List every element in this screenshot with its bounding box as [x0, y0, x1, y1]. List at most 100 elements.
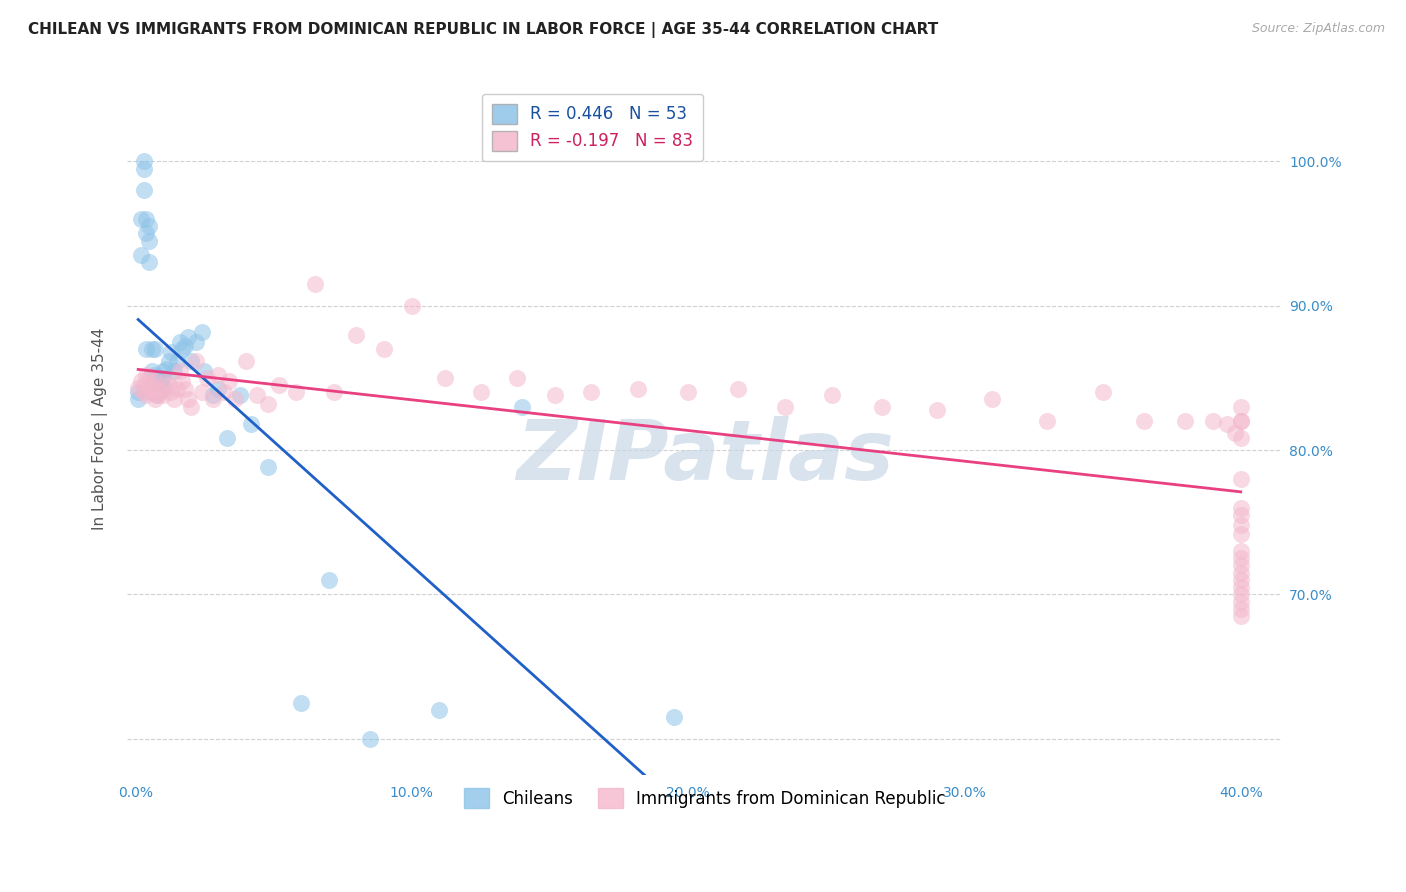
Point	[132, 154, 155, 169]
Point	[166, 353, 188, 368]
Point	[1091, 385, 1114, 400]
Point	[323, 385, 346, 400]
Point	[229, 388, 252, 402]
Point	[246, 388, 269, 402]
Point	[510, 400, 533, 414]
Point	[186, 353, 208, 368]
Point	[141, 385, 163, 400]
Point	[207, 383, 229, 397]
Point	[132, 183, 155, 197]
Point	[138, 234, 160, 248]
Point	[1229, 573, 1251, 587]
Point	[201, 388, 224, 402]
Text: CHILEAN VS IMMIGRANTS FROM DOMINICAN REPUBLIC IN LABOR FORCE | AGE 35-44 CORRELA: CHILEAN VS IMMIGRANTS FROM DOMINICAN REP…	[28, 22, 938, 38]
Point	[169, 334, 191, 349]
Point	[257, 397, 280, 411]
Point	[157, 353, 180, 368]
Point	[141, 378, 163, 392]
Legend: Chileans, Immigrants from Dominican Republic: Chileans, Immigrants from Dominican Repu…	[457, 781, 952, 815]
Point	[304, 277, 326, 291]
Point	[1133, 414, 1156, 428]
Point	[215, 432, 238, 446]
Point	[146, 381, 169, 395]
Point	[143, 374, 166, 388]
Point	[676, 385, 699, 400]
Point	[1229, 414, 1251, 428]
Point	[177, 330, 200, 344]
Y-axis label: In Labor Force | Age 35-44: In Labor Force | Age 35-44	[93, 327, 108, 530]
Point	[186, 334, 208, 349]
Point	[190, 385, 212, 400]
Point	[132, 385, 155, 400]
Point	[143, 342, 166, 356]
Point	[284, 385, 307, 400]
Point	[257, 460, 280, 475]
Point	[1229, 544, 1251, 558]
Point	[129, 212, 152, 227]
Point	[207, 368, 229, 382]
Point	[1174, 414, 1197, 428]
Point	[172, 374, 194, 388]
Point	[1229, 432, 1251, 446]
Point	[135, 388, 157, 402]
Point	[129, 248, 152, 262]
Point	[1229, 594, 1251, 608]
Point	[180, 353, 202, 368]
Point	[141, 378, 163, 392]
Point	[1229, 526, 1251, 541]
Point	[152, 363, 174, 377]
Point	[141, 363, 163, 377]
Point	[166, 383, 188, 397]
Point	[172, 342, 194, 356]
Point	[127, 392, 149, 407]
Point	[174, 339, 197, 353]
Point	[163, 392, 186, 407]
Point	[135, 342, 157, 356]
Point	[981, 392, 1004, 407]
Point	[870, 400, 893, 414]
Point	[177, 392, 200, 407]
Point	[1229, 414, 1251, 428]
Point	[155, 374, 177, 388]
Point	[581, 385, 603, 400]
Point	[138, 219, 160, 234]
Point	[135, 212, 157, 227]
Point	[373, 342, 395, 356]
Point	[149, 385, 172, 400]
Point	[190, 325, 212, 339]
Point	[212, 385, 235, 400]
Point	[773, 400, 796, 414]
Point	[149, 374, 172, 388]
Point	[1229, 500, 1251, 515]
Point	[1229, 518, 1251, 533]
Point	[1229, 400, 1251, 414]
Point	[160, 344, 183, 359]
Text: ZIPatlas: ZIPatlas	[516, 416, 894, 497]
Point	[401, 299, 423, 313]
Point	[506, 371, 529, 385]
Point	[135, 227, 157, 241]
Point	[193, 363, 215, 377]
Point	[318, 573, 340, 587]
Point	[149, 383, 172, 397]
Point	[169, 363, 191, 377]
Point	[1229, 558, 1251, 573]
Point	[129, 374, 152, 388]
Point	[146, 388, 169, 402]
Point	[1229, 580, 1251, 594]
Point	[138, 383, 160, 397]
Point	[127, 381, 149, 395]
Point	[1225, 425, 1247, 440]
Point	[138, 255, 160, 269]
Point	[1229, 508, 1251, 522]
Point	[1202, 414, 1225, 428]
Point	[1229, 566, 1251, 580]
Point	[143, 378, 166, 392]
Point	[925, 402, 948, 417]
Point	[1229, 551, 1251, 566]
Point	[1036, 414, 1059, 428]
Point	[201, 392, 224, 407]
Point	[146, 383, 169, 397]
Point	[152, 371, 174, 385]
Point	[146, 388, 169, 402]
